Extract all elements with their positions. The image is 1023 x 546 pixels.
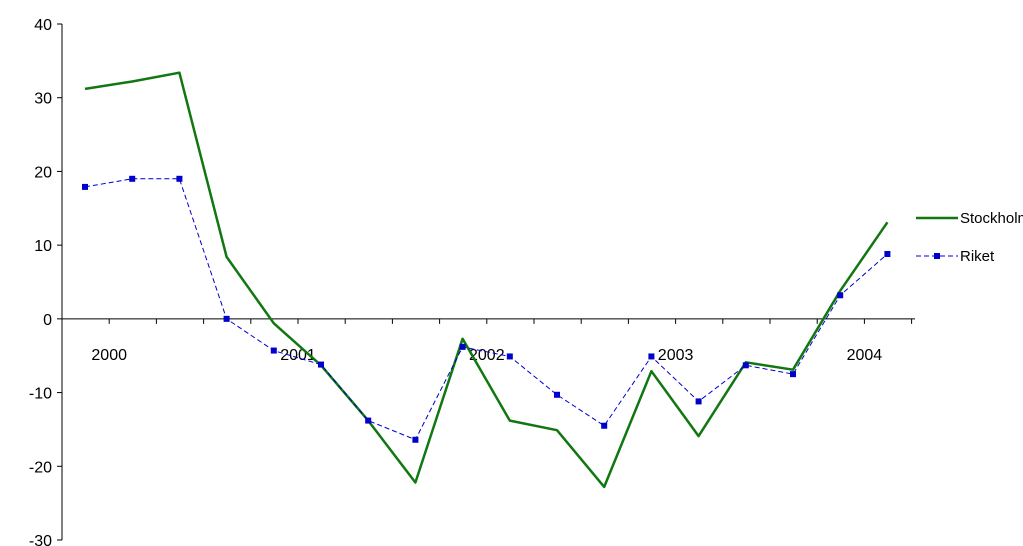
legend: Stockholm Riket <box>916 210 1023 265</box>
data-point <box>790 371 796 378</box>
x-year-label: 2003 <box>658 347 694 364</box>
data-point <box>601 422 608 429</box>
y-tick-label: -30 <box>29 533 52 546</box>
data-point <box>270 347 277 354</box>
data-point <box>365 417 372 424</box>
series-line-riket <box>84 178 888 441</box>
data-point <box>129 175 136 182</box>
data-point <box>176 175 183 182</box>
y-tick-label: 30 <box>34 91 52 108</box>
legend-marker <box>934 253 940 259</box>
data-point <box>223 315 230 322</box>
data-point <box>318 361 324 368</box>
data-point <box>884 250 891 257</box>
legend-label-stockholm: Stockholm <box>960 210 1023 227</box>
legend-label-riket: Riket <box>960 248 995 265</box>
data-point <box>742 362 749 369</box>
x-year-label: 2001 <box>280 347 316 364</box>
data-point <box>506 353 513 360</box>
chart-axes: -30 -20 -10 0 10 20 30 40 2000 2001 2002 2003 2004 <box>29 17 915 546</box>
data-point <box>648 353 655 360</box>
x-year-label: 2004 <box>847 347 883 364</box>
data-point <box>412 436 419 443</box>
x-year-label: 2002 <box>469 347 505 364</box>
y-tick-label: 20 <box>34 164 52 181</box>
y-tick-label: 10 <box>34 238 52 255</box>
data-point <box>695 398 702 405</box>
y-tick-label: 40 <box>34 17 52 34</box>
data-point <box>837 292 844 299</box>
data-point <box>554 391 560 398</box>
data-point <box>459 343 466 350</box>
y-tick-label: -10 <box>29 386 52 403</box>
series-line-stockholm <box>84 71 889 489</box>
data-point <box>82 183 88 190</box>
y-tick-label: 0 <box>43 312 52 329</box>
x-year-label: 2000 <box>91 347 127 364</box>
series-layer <box>82 71 891 489</box>
y-tick-label: -20 <box>29 459 52 476</box>
